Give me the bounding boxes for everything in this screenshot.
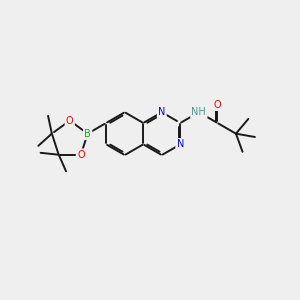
Text: NH: NH <box>191 107 206 117</box>
Text: O: O <box>214 100 221 110</box>
Text: N: N <box>158 107 166 117</box>
Text: O: O <box>66 116 74 126</box>
Text: B: B <box>84 129 91 139</box>
Text: O: O <box>77 150 85 160</box>
Text: N: N <box>177 140 184 149</box>
